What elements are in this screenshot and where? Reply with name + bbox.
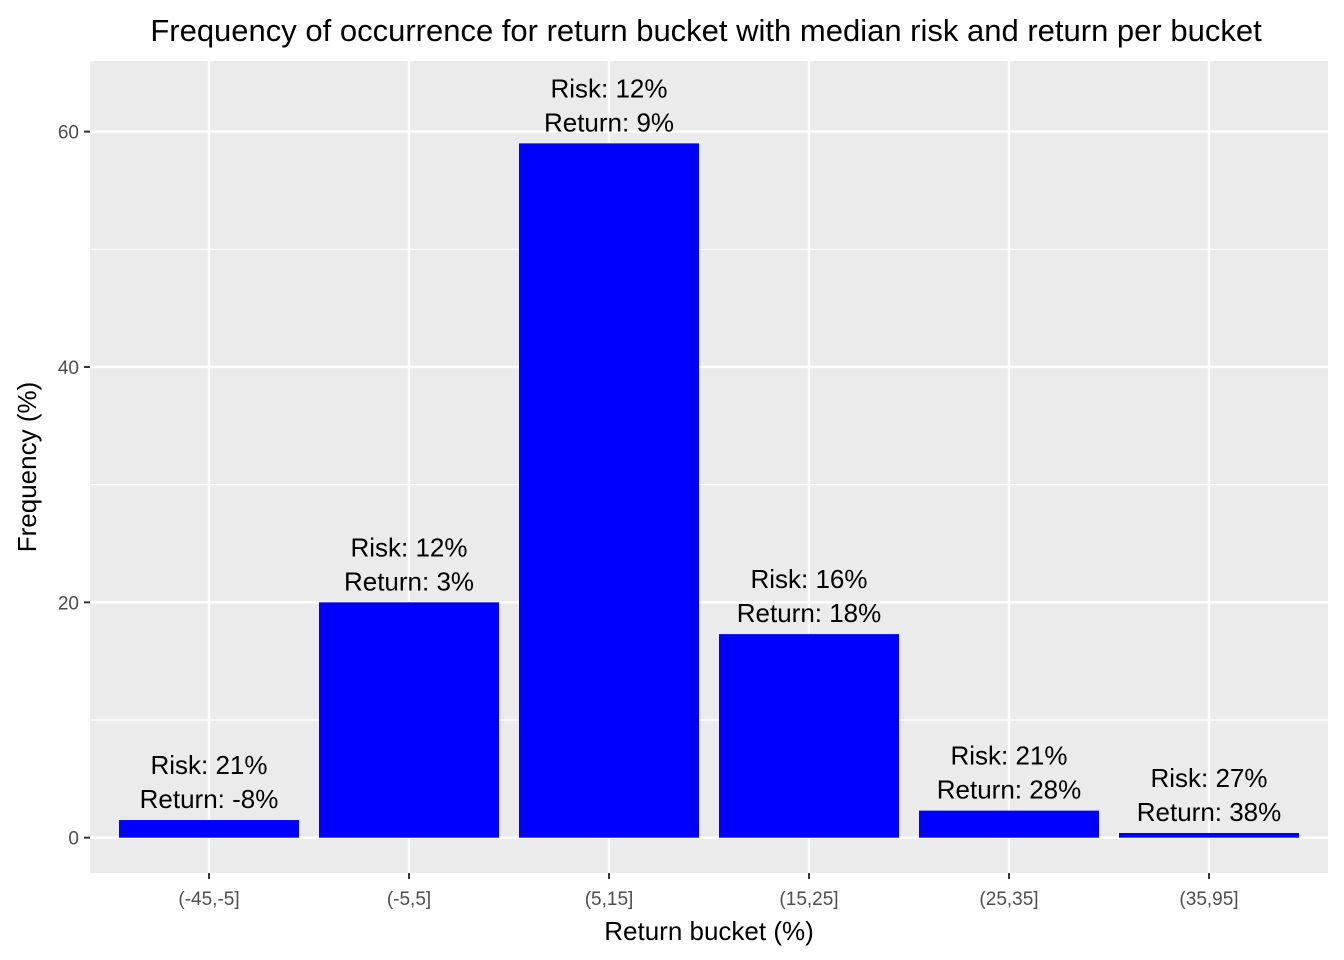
- y-axis-title: Frequency (%): [12, 382, 42, 553]
- x-tick-label: (-45,-5]: [178, 889, 239, 910]
- bar-label-return: Return: 9%: [544, 107, 674, 137]
- x-tick-label: (35,95]: [1179, 889, 1238, 910]
- chart-title: Frequency of occurrence for return bucke…: [150, 13, 1262, 48]
- bar-label-return: Return: 3%: [344, 566, 474, 596]
- x-axis-title: Return bucket (%): [604, 916, 814, 946]
- bar-label-risk: Risk: 12%: [350, 532, 467, 562]
- bar-label-return: Return: 28%: [937, 775, 1082, 805]
- plot-panel: [90, 61, 1328, 873]
- bar: [519, 143, 699, 838]
- axes: 0 20 40 60 (-45,-5] (-5,5] (5,15] (15,25] (25,35…: [58, 123, 1239, 910]
- bar: [1119, 832, 1299, 838]
- bar: [119, 820, 299, 838]
- bar: [919, 810, 1099, 838]
- x-tick-label: (-5,5]: [387, 889, 431, 910]
- bar-label-return: Return: -8%: [140, 784, 279, 814]
- bar-label-risk: Risk: 12%: [550, 73, 667, 103]
- bars: [119, 143, 1299, 838]
- bar-label-risk: Risk: 27%: [1150, 763, 1267, 793]
- bar-label-risk: Risk: 21%: [150, 750, 267, 780]
- bar-labels: Risk: 21% Return: -8% Risk: 12% Return: 3% R…: [140, 73, 1282, 827]
- x-tick-label: (5,15]: [585, 889, 634, 910]
- y-tick-label: 20: [58, 593, 79, 614]
- bar-label-risk: Risk: 16%: [750, 564, 867, 594]
- bar: [719, 634, 899, 838]
- y-tick-label: 40: [58, 358, 79, 379]
- bar-label-risk: Risk: 21%: [950, 741, 1067, 771]
- x-tick-label: (25,35]: [979, 889, 1038, 910]
- bar-label-return: Return: 18%: [737, 598, 882, 628]
- bar-label-return: Return: 38%: [1137, 797, 1282, 827]
- y-tick-label: 0: [68, 829, 79, 850]
- bar: [319, 602, 499, 838]
- y-tick-label: 60: [58, 123, 79, 144]
- x-tick-label: (15,25]: [779, 889, 838, 910]
